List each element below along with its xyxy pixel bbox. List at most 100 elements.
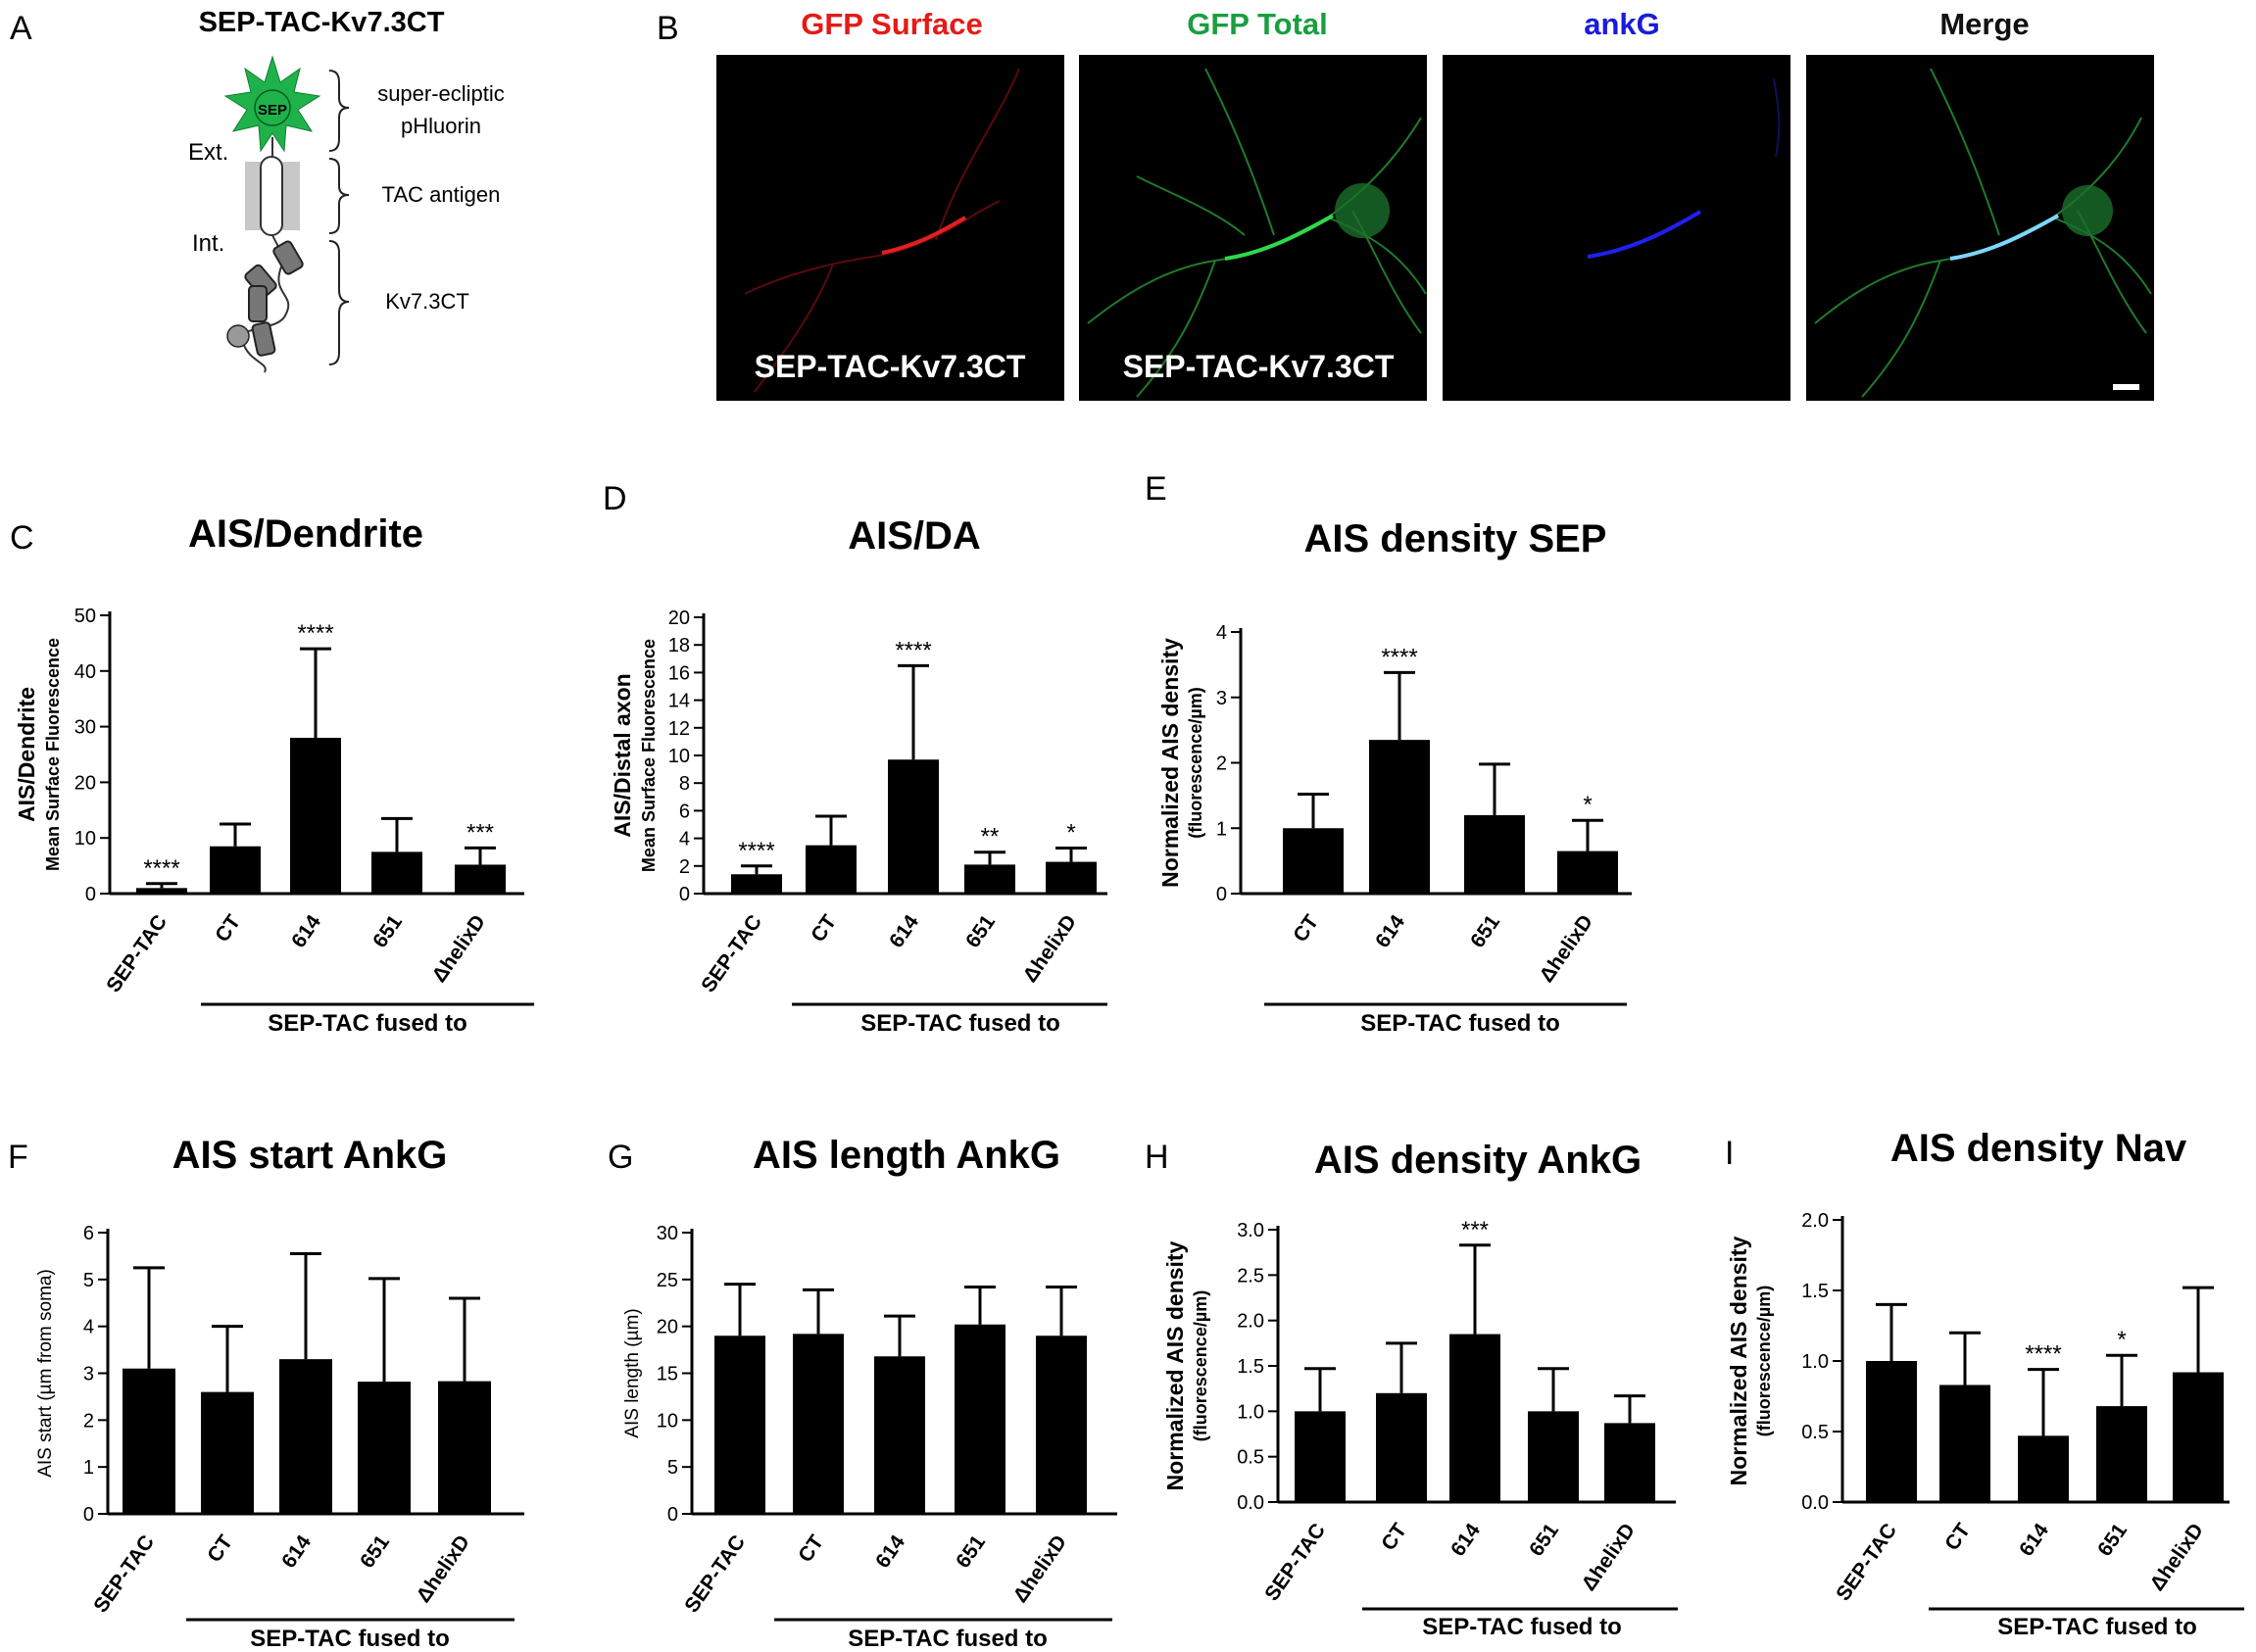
x-tick-label: CT [1377, 1520, 1411, 1555]
y-tick-label: 20 [668, 607, 690, 629]
x-tick-label: ΔhelixD [1535, 911, 1597, 987]
y-axis-sublabel: (fluorescence/µm) [1186, 687, 1205, 838]
total-soma [1335, 183, 1390, 238]
y-tick-label: 2.0 [1801, 1210, 1829, 1232]
y-tick-label: 0.5 [1801, 1422, 1829, 1443]
y-axis-label: AIS length (µm) [622, 1308, 643, 1437]
y-tick-label: 0 [667, 1504, 678, 1526]
bar [1369, 740, 1430, 894]
y-axis-sublabel: (fluorescence/µm) [1754, 1286, 1774, 1436]
y-tick-label: 5 [667, 1457, 678, 1479]
y-tick-label: 0.0 [1801, 1492, 1829, 1514]
chart-g: AIS length AnkG 0 5 10 15 20 25 30 AIS length (µ… [622, 1134, 1117, 1652]
x-tick-label: 651 [368, 910, 407, 951]
group-label: SEP-TAC fused to [1422, 1614, 1622, 1640]
y-tick-label: 30 [74, 717, 96, 739]
x-tick-label: SEP-TAC [680, 1531, 750, 1617]
pHluorin-label-2: pHluorin [401, 114, 481, 138]
sep-core [254, 89, 291, 126]
x-tick-label: SEP-TAC [1260, 1520, 1330, 1605]
bar [888, 759, 939, 894]
y-tick-label: 25 [657, 1270, 678, 1291]
panel-letter-i: I [1725, 1135, 1734, 1172]
y-axis-label: Normalized AIS density [1157, 638, 1183, 888]
x-tick-label: CT [807, 911, 841, 947]
group-label: SEP-TAC fused to [1997, 1614, 2197, 1640]
bar [358, 1382, 411, 1514]
bar [1939, 1385, 1990, 1502]
bar [438, 1381, 491, 1514]
significance-stars: * [1066, 819, 1075, 846]
bar [955, 1324, 1005, 1514]
micrograph-label-surface: SEP-TAC-Kv7.3CT [755, 349, 1026, 384]
bar [793, 1334, 844, 1514]
y-tick-label: 4 [83, 1317, 94, 1338]
tac-helix [260, 156, 283, 236]
x-tick-label: SEP-TAC [102, 911, 172, 996]
y-tick-label: 5 [83, 1270, 94, 1291]
micrograph-panel: GFP Surface GFP Total ankG Merge SEP-TAC… [716, 7, 2154, 401]
x-tick-label: CT [203, 1531, 237, 1567]
schematic-panel: SEP-TAC-Kv7.3CT SEP Ext. Int. super-ecli… [188, 7, 505, 373]
significance-stars: **** [2025, 1341, 2061, 1368]
x-tick-label: 614 [1447, 1519, 1485, 1560]
y-tick-label: 4 [1216, 622, 1227, 644]
y-tick-label: 18 [668, 635, 690, 656]
panel-letter-b: B [657, 10, 679, 47]
y-axis-label: AIS/Dendrite [14, 687, 39, 822]
total-neurites [1087, 68, 1427, 398]
group-label: SEP-TAC fused to [1360, 1010, 1560, 1037]
y-tick-label: 30 [657, 1223, 678, 1244]
bar [2173, 1372, 2224, 1502]
chart-f: AIS start AnkG 0 1 2 3 4 5 6 AIS start (µm from … [35, 1134, 524, 1652]
surface-ais [881, 216, 967, 255]
y-tick-label: 4 [679, 829, 690, 850]
bar [1464, 814, 1525, 894]
significance-stars: **** [738, 838, 774, 864]
y-tick-label: 2 [679, 856, 690, 878]
y-tick-label: 14 [668, 691, 690, 712]
significance-stars: **** [297, 620, 333, 647]
chart-title: AIS/Dendrite [188, 512, 423, 556]
y-tick-label: 3 [1216, 688, 1227, 709]
int-label: Int. [192, 230, 224, 257]
y-axis-label: AIS start (µm from soma) [35, 1269, 56, 1478]
x-tick-label: 651 [1466, 910, 1504, 951]
panel-letter-d: D [603, 480, 627, 517]
bar [806, 845, 857, 894]
micrograph-ankg [1443, 55, 1790, 401]
bar [874, 1356, 925, 1514]
x-tick-label: ΔhelixD [1008, 1531, 1071, 1607]
panel-letter-c: C [10, 519, 34, 557]
panel-letter-e: E [1145, 470, 1167, 508]
chart-title: AIS density SEP [1304, 517, 1607, 560]
x-tick-label: 651 [2093, 1519, 2132, 1560]
y-tick-label: 12 [668, 718, 690, 740]
bar [1557, 850, 1618, 894]
y-tick-label: 2.5 [1237, 1265, 1264, 1287]
kv-helix-c [248, 285, 268, 322]
x-tick-label: ΔhelixD [427, 911, 490, 987]
panel-letter-a: A [10, 10, 32, 47]
x-tick-label: ΔhelixD [412, 1531, 474, 1607]
bar [1046, 861, 1097, 894]
y-axis-sublabel: Mean Surface Fluorescence [639, 639, 659, 872]
x-tick-label: 651 [952, 1531, 990, 1572]
significance-stars: **** [143, 855, 179, 882]
x-tick-label: 614 [2015, 1519, 2053, 1560]
x-tick-label: CT [794, 1531, 828, 1567]
significance-stars: * [2117, 1327, 2126, 1353]
bar [1036, 1336, 1087, 1514]
pHluorin-label-1: super-ecliptic [377, 81, 505, 106]
bar [2018, 1435, 2069, 1502]
bar [2096, 1406, 2147, 1502]
x-tick-label: SEP-TAC [697, 911, 766, 996]
micrograph-header-ankg: ankG [1584, 7, 1660, 41]
y-tick-label: 10 [657, 1410, 678, 1432]
kv-helix-a [272, 240, 304, 275]
y-tick-label: 0 [85, 884, 96, 905]
surface-neurite [744, 68, 1020, 393]
x-tick-label: 651 [961, 910, 1000, 951]
x-tick-label: CT [1289, 911, 1323, 947]
x-tick-label: ΔhelixD [1018, 911, 1081, 987]
